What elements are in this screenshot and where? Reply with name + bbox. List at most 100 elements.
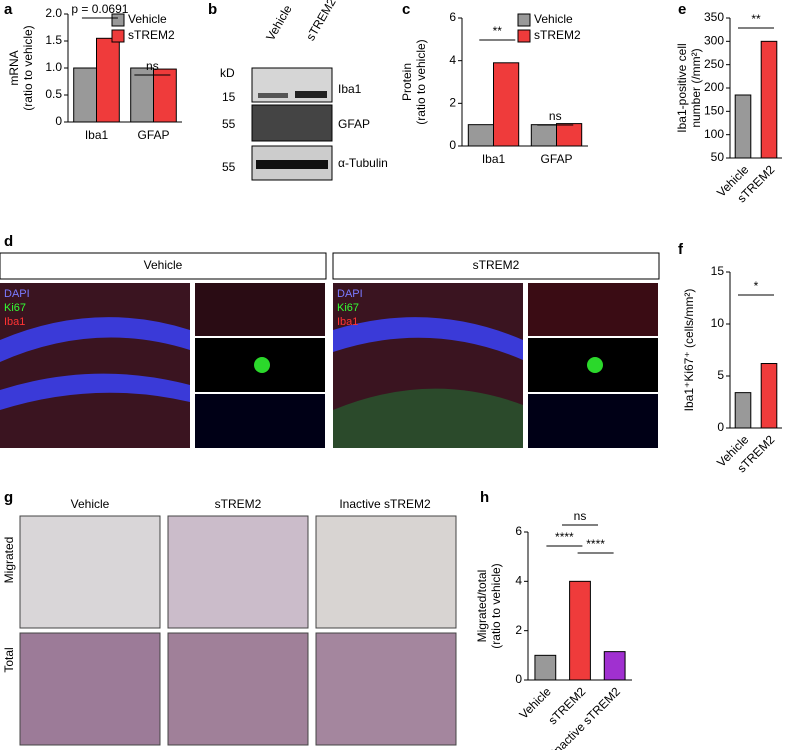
column-label: sTREM2: [215, 497, 262, 511]
panel-letter: a: [4, 1, 13, 18]
stain-label: Iba1: [337, 316, 358, 328]
image: [195, 283, 325, 336]
annotation: ****: [555, 530, 574, 544]
annotation: **: [751, 12, 761, 26]
y-axis-label: Iba1⁺Ki67⁺ (cells/mm²): [682, 289, 696, 412]
y-tick-label: 5: [717, 368, 724, 382]
bar: [569, 580, 591, 681]
legend-swatch: [517, 13, 531, 27]
legend-swatch: [517, 29, 531, 43]
blot-band: [256, 160, 328, 169]
bar: [96, 37, 120, 123]
stain-label: DAPI: [4, 288, 30, 300]
y-tick-label: 0: [515, 672, 522, 686]
bar: [760, 363, 778, 429]
group-header: [0, 252, 327, 280]
blot-row: Iba1: [338, 82, 362, 96]
stain-label: DAPI: [337, 288, 363, 300]
panel-letter: c: [402, 1, 410, 18]
annotation: ns: [574, 509, 587, 523]
group-label: sTREM2: [473, 258, 520, 272]
y-axis-label: (ratio to vehicle): [414, 39, 428, 124]
y-axis-label: Migrated/total: [475, 570, 489, 643]
blot-unit: kD: [220, 66, 235, 80]
panel-letter: g: [4, 489, 13, 506]
y-tick-label: 2: [515, 623, 522, 637]
y-tick-label: 10: [711, 316, 725, 330]
group-header: [332, 252, 660, 280]
western-blot: Vehicle sTREM2 kD 15 55 55 Iba1 GFAP α-T…: [220, 0, 388, 181]
y-axis-label: mRNA: [7, 50, 21, 85]
column-label: Inactive sTREM2: [339, 497, 431, 511]
panel-letters: a b c d e f g h: [4, 1, 686, 506]
y-tick-label: 200: [704, 80, 724, 94]
annotation: *: [754, 279, 759, 293]
bar: [73, 67, 97, 123]
legend-label: sTREM2: [128, 28, 175, 42]
annotation: **: [493, 24, 503, 38]
y-tick-label: 350: [704, 10, 724, 24]
image-feature: [333, 388, 523, 448]
legend-label: sTREM2: [534, 28, 581, 42]
stain-label: Iba1: [4, 316, 25, 328]
y-tick-label: 2: [449, 96, 456, 110]
image: [167, 632, 309, 746]
blot-marker: 15: [222, 90, 236, 104]
bar: [530, 124, 557, 147]
panel-letter: b: [208, 1, 217, 18]
image: [315, 515, 457, 629]
y-tick-label: 250: [704, 57, 724, 71]
row-label: Total: [2, 647, 16, 672]
y-axis-label: Protein: [400, 63, 414, 101]
image: [315, 632, 457, 746]
annotation: ****: [586, 537, 605, 551]
y-tick-label: 6: [449, 10, 456, 24]
bar: [493, 62, 520, 147]
y-tick-label: 4: [449, 53, 456, 67]
y-axis-label: Iba1-positive cell: [675, 43, 689, 132]
stain-label: Ki67: [4, 302, 26, 314]
panel-letter: e: [678, 1, 686, 18]
image-feature: [333, 317, 523, 360]
bar: [734, 94, 752, 159]
group-label: Vehicle: [144, 258, 183, 272]
image: [19, 632, 161, 746]
image-feature: [254, 357, 270, 373]
y-tick-label: 0.5: [45, 87, 62, 101]
y-axis-label: (ratio to vehicle): [489, 563, 503, 648]
bar: [130, 67, 154, 123]
y-tick-label: 0: [449, 138, 456, 152]
image: [0, 283, 190, 448]
x-tick-label: Iba1: [85, 128, 109, 142]
image: [19, 515, 161, 629]
blot-strip: [251, 104, 333, 142]
blot-band: [258, 93, 288, 98]
column-label: Vehicle: [71, 497, 110, 511]
y-tick-label: 300: [704, 34, 724, 48]
image-feature: [587, 357, 603, 373]
blot-band: [295, 91, 327, 98]
image: [528, 283, 658, 336]
y-axis-label: (ratio to vehicle): [21, 25, 35, 110]
y-tick-label: 1.5: [45, 33, 62, 47]
legend-swatch: [111, 29, 125, 43]
x-tick-label: Iba1: [482, 152, 506, 166]
y-tick-label: 0: [55, 114, 62, 128]
x-tick-label: GFAP: [540, 152, 572, 166]
y-tick-label: 6: [515, 524, 522, 538]
x-tick-label: GFAP: [137, 128, 169, 142]
bar: [153, 68, 177, 123]
legend-swatch: [111, 13, 125, 27]
y-tick-label: 15: [711, 264, 725, 278]
bar: [734, 392, 752, 429]
y-tick-label: 4: [515, 574, 522, 588]
image: [195, 394, 325, 448]
annotation: p = 0.0691: [71, 2, 128, 16]
annotation: ns: [549, 109, 562, 123]
blot-column: sTREM2: [303, 0, 339, 43]
image: [167, 515, 309, 629]
panel-letter: h: [480, 489, 489, 506]
bar: [534, 654, 557, 681]
image-feature: [0, 317, 190, 362]
